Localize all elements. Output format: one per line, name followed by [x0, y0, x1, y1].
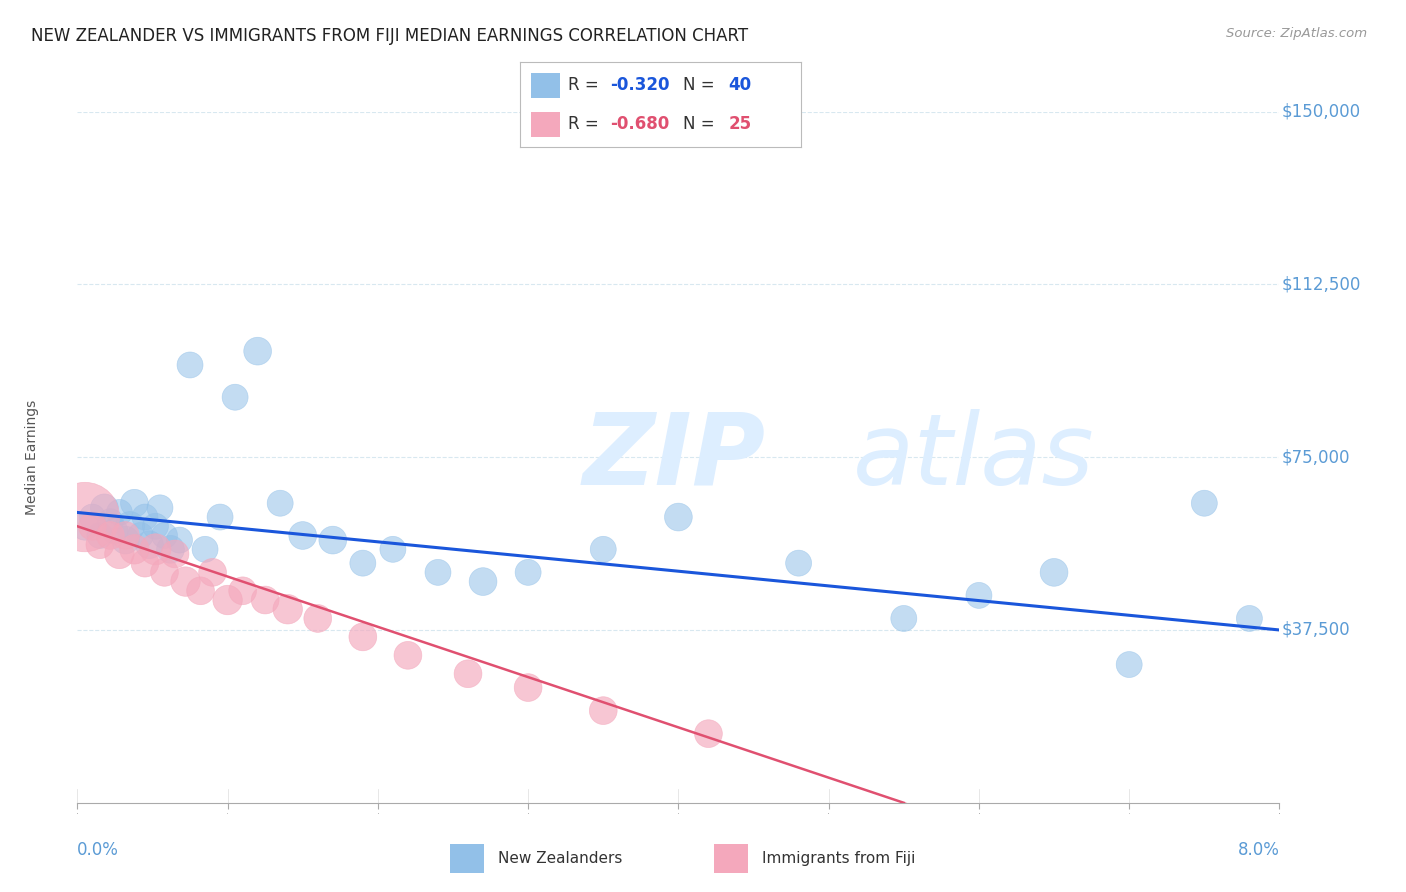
Point [124, 542, 146, 557]
Point [1043, 566, 1066, 580]
Text: N =: N = [683, 115, 720, 133]
Point [82, 510, 104, 524]
Point [668, 510, 690, 524]
Point [108, 547, 131, 561]
Text: ZIP: ZIP [582, 409, 765, 506]
Point [145, 519, 167, 533]
Text: Source: ZipAtlas.com: Source: ZipAtlas.com [1226, 27, 1367, 40]
Text: 25: 25 [728, 115, 751, 133]
Text: New Zealanders: New Zealanders [498, 851, 621, 866]
Point [73, 519, 96, 533]
Bar [531, 72, 560, 98]
Point [893, 611, 915, 625]
Point [967, 589, 990, 603]
Text: Immigrants from Fiji: Immigrants from Fiji [762, 851, 915, 866]
Point [82, 519, 104, 533]
Point [89, 528, 111, 542]
Point [194, 542, 217, 557]
Point [1239, 611, 1261, 625]
Point [73, 510, 96, 524]
Point [352, 556, 374, 570]
Point [1194, 496, 1216, 510]
Point [138, 538, 160, 552]
Point [472, 574, 495, 589]
Bar [531, 112, 560, 137]
Point [179, 358, 201, 372]
Point [108, 505, 131, 519]
Point [100, 515, 122, 529]
Point [124, 496, 146, 510]
Point [153, 528, 176, 542]
Point [352, 630, 374, 644]
Point [174, 574, 197, 589]
Text: 8.0%: 8.0% [1237, 841, 1279, 859]
Text: R =: R = [568, 77, 605, 95]
Point [381, 542, 404, 557]
Point [159, 542, 181, 557]
Point [190, 583, 212, 598]
Point [592, 542, 614, 557]
Point [457, 666, 479, 681]
Text: Median Earnings: Median Earnings [25, 400, 38, 515]
Point [118, 519, 141, 533]
Point [104, 524, 127, 538]
Point [322, 533, 344, 548]
Text: $75,000: $75,000 [1282, 448, 1350, 467]
Text: -0.320: -0.320 [610, 77, 669, 95]
Text: NEW ZEALANDER VS IMMIGRANTS FROM FIJI MEDIAN EARNINGS CORRELATION CHART: NEW ZEALANDER VS IMMIGRANTS FROM FIJI ME… [31, 27, 748, 45]
Point [1118, 657, 1140, 672]
Point [114, 533, 136, 548]
Text: $150,000: $150,000 [1282, 103, 1361, 120]
Point [224, 390, 246, 404]
Point [153, 566, 176, 580]
Text: 0.0%: 0.0% [77, 841, 120, 859]
Point [269, 496, 291, 510]
Point [149, 500, 172, 515]
Point [169, 533, 191, 548]
Point [201, 566, 224, 580]
Point [592, 704, 614, 718]
Text: $37,500: $37,500 [1282, 621, 1351, 639]
Point [134, 556, 156, 570]
Text: N =: N = [683, 77, 720, 95]
Text: 40: 40 [728, 77, 751, 95]
Point [517, 566, 540, 580]
Point [114, 528, 136, 542]
Point [396, 648, 419, 663]
Point [254, 593, 277, 607]
Point [697, 726, 720, 740]
Text: -0.680: -0.680 [610, 115, 669, 133]
Bar [450, 844, 484, 873]
Point [427, 566, 450, 580]
Text: R =: R = [568, 115, 605, 133]
Point [93, 500, 115, 515]
Point [787, 556, 810, 570]
Point [277, 602, 299, 616]
Bar [714, 844, 748, 873]
Point [291, 528, 314, 542]
Text: atlas: atlas [852, 409, 1094, 506]
Point [163, 547, 186, 561]
Point [232, 583, 254, 598]
Point [209, 510, 232, 524]
Point [134, 510, 156, 524]
Point [145, 542, 167, 557]
Text: $112,500: $112,500 [1282, 276, 1361, 293]
Point [517, 681, 540, 695]
Point [100, 528, 122, 542]
Point [129, 528, 152, 542]
Point [217, 593, 239, 607]
Point [307, 611, 329, 625]
Point [246, 344, 269, 359]
Point [89, 538, 111, 552]
